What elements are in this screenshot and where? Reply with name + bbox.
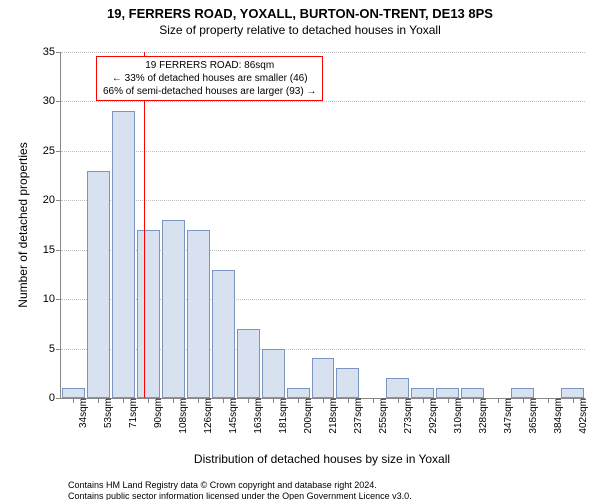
bar — [461, 388, 484, 398]
x-tick-label: 90sqm — [153, 398, 164, 428]
y-tick-label: 35 — [43, 46, 61, 58]
x-tick-label: 402sqm — [578, 398, 589, 434]
x-tick-mark — [373, 398, 374, 403]
x-tick-label: 53sqm — [103, 398, 114, 428]
x-tick-mark — [348, 398, 349, 403]
x-tick-mark — [548, 398, 549, 403]
bar — [312, 358, 335, 398]
y-tick-label: 30 — [43, 95, 61, 107]
x-tick-mark — [198, 398, 199, 403]
bar — [87, 171, 110, 398]
bar — [162, 220, 185, 398]
x-tick-mark — [398, 398, 399, 403]
bar — [62, 388, 85, 398]
x-tick-label: 255sqm — [378, 398, 389, 434]
x-tick-label: 347sqm — [503, 398, 514, 434]
bar — [436, 388, 459, 398]
y-tick-label: 25 — [43, 145, 61, 157]
footer-line-1: Contains HM Land Registry data © Crown c… — [68, 480, 592, 491]
bar — [212, 270, 235, 399]
x-tick-mark — [223, 398, 224, 403]
y-tick-label: 20 — [43, 194, 61, 206]
main-title: 19, FERRERS ROAD, YOXALL, BURTON-ON-TREN… — [0, 6, 600, 21]
x-tick-mark — [273, 398, 274, 403]
x-tick-mark — [473, 398, 474, 403]
x-tick-mark — [423, 398, 424, 403]
sub-title: Size of property relative to detached ho… — [0, 23, 600, 37]
x-tick-mark — [148, 398, 149, 403]
y-axis-title: Number of detached properties — [16, 52, 30, 398]
grid-line — [61, 52, 585, 53]
x-tick-mark — [298, 398, 299, 403]
annotation-box: 19 FERRERS ROAD: 86sqm ← 33% of detached… — [96, 56, 323, 101]
x-tick-label: 218sqm — [328, 398, 339, 434]
bar — [262, 349, 285, 398]
x-tick-label: 126sqm — [203, 398, 214, 434]
x-tick-label: 34sqm — [78, 398, 89, 428]
grid-line — [61, 200, 585, 201]
reference-line — [144, 52, 145, 398]
bar — [386, 378, 409, 398]
x-axis-title: Distribution of detached houses by size … — [60, 452, 584, 466]
x-tick-label: 292sqm — [428, 398, 439, 434]
x-tick-mark — [448, 398, 449, 403]
bar — [112, 111, 135, 398]
bar — [137, 230, 160, 398]
bar — [336, 368, 359, 398]
annotation-line-3: 66% of semi-detached houses are larger (… — [103, 85, 316, 98]
bar — [511, 388, 534, 398]
x-tick-mark — [248, 398, 249, 403]
annotation-line-1: 19 FERRERS ROAD: 86sqm — [103, 59, 316, 72]
x-tick-label: 181sqm — [278, 398, 289, 434]
bar — [561, 388, 584, 398]
bar — [237, 329, 260, 398]
x-tick-label: 200sqm — [303, 398, 314, 434]
footer: Contains HM Land Registry data © Crown c… — [68, 480, 592, 500]
grid-line — [61, 151, 585, 152]
x-tick-label: 145sqm — [228, 398, 239, 434]
x-tick-mark — [98, 398, 99, 403]
annotation-line-2: ← 33% of detached houses are smaller (46… — [103, 72, 316, 85]
x-tick-mark — [123, 398, 124, 403]
x-tick-label: 71sqm — [128, 398, 139, 428]
x-tick-label: 328sqm — [478, 398, 489, 434]
footer-line-2: Contains public sector information licen… — [68, 491, 592, 500]
bar — [411, 388, 434, 398]
grid-line — [61, 101, 585, 102]
x-tick-label: 384sqm — [553, 398, 564, 434]
x-tick-label: 108sqm — [178, 398, 189, 434]
x-tick-label: 237sqm — [353, 398, 364, 434]
y-tick-label: 10 — [43, 293, 61, 305]
x-tick-mark — [73, 398, 74, 403]
chart-container: 19, FERRERS ROAD, YOXALL, BURTON-ON-TREN… — [0, 6, 600, 500]
x-tick-mark — [573, 398, 574, 403]
plot-area: 0510152025303534sqm53sqm71sqm90sqm108sqm… — [60, 52, 585, 399]
x-tick-mark — [523, 398, 524, 403]
x-tick-label: 365sqm — [528, 398, 539, 434]
x-tick-mark — [323, 398, 324, 403]
x-tick-label: 273sqm — [403, 398, 414, 434]
x-tick-mark — [498, 398, 499, 403]
y-tick-label: 5 — [49, 343, 61, 355]
x-tick-label: 163sqm — [253, 398, 264, 434]
y-tick-label: 0 — [49, 392, 61, 404]
bar — [287, 388, 310, 398]
y-tick-label: 15 — [43, 244, 61, 256]
x-tick-mark — [173, 398, 174, 403]
x-tick-label: 310sqm — [453, 398, 464, 434]
bar — [187, 230, 210, 398]
